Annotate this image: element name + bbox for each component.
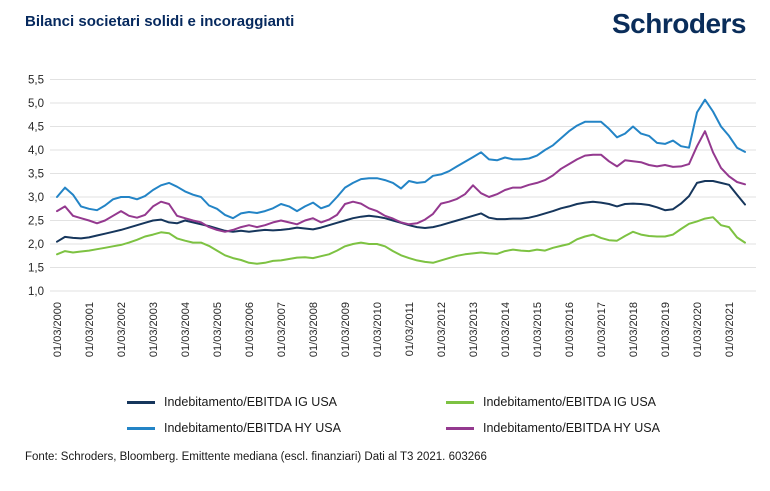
- chart-legend: Indebitamento/EBITDA IG USA Indebitament…: [127, 390, 660, 440]
- series-line-2: [56, 98, 746, 220]
- x-tick-label: 01/03/2012: [436, 302, 448, 357]
- y-tick-label: 1,0: [28, 286, 44, 298]
- x-tick-label: 01/03/2019: [660, 302, 672, 357]
- x-tick-label: 01/03/2008: [308, 302, 320, 357]
- line-swatch-blue: [127, 426, 155, 430]
- legend-item: Indebitamento/EBITDA HY USA: [127, 416, 446, 440]
- line-swatch-green: [446, 400, 474, 404]
- y-tick-label: 2,5: [28, 216, 44, 228]
- x-tick-label: 01/03/2017: [596, 302, 608, 357]
- x-tick-label: 01/03/2005: [212, 302, 224, 357]
- series-line-3: [56, 216, 746, 265]
- x-tick-label: 01/03/2004: [180, 302, 192, 357]
- x-tick-label: 01/03/2001: [84, 302, 96, 357]
- schroders-logo: Schroders: [612, 8, 747, 39]
- x-tick-label: 01/03/2015: [532, 302, 544, 357]
- y-tick-label: 4,5: [28, 122, 44, 134]
- line-swatch-purple: [446, 426, 474, 430]
- x-tick-label: 01/03/2020: [692, 302, 704, 357]
- x-tick-label: 01/03/2018: [628, 302, 640, 357]
- x-tick-label: 01/03/2002: [116, 302, 128, 357]
- x-tick-label: 01/03/2006: [244, 302, 256, 357]
- y-tick-label: 3,0: [28, 192, 44, 204]
- legend-label: Indebitamento/EBITDA IG USA: [483, 395, 656, 409]
- x-tick-label: 01/03/2003: [148, 302, 160, 357]
- series-line-4: [56, 130, 746, 233]
- legend-item: Indebitamento/EBITDA HY USA: [446, 416, 660, 440]
- y-tick-label: 4,0: [28, 145, 44, 157]
- x-tick-label: 01/03/2010: [372, 302, 384, 357]
- legend-label: Indebitamento/EBITDA HY USA: [483, 421, 660, 435]
- line-swatch-navy: [127, 400, 155, 404]
- legend-item: Indebitamento/EBITDA IG USA: [446, 390, 660, 414]
- y-tick-label: 3,5: [28, 169, 44, 181]
- x-tick-label: 01/03/2000: [52, 302, 64, 357]
- x-tick-label: 01/03/2009: [340, 302, 352, 357]
- x-tick-label: 01/03/2016: [564, 302, 576, 357]
- chart-svg: 1,0 1,5 2,0 2,5 3,0 3,5 4,0 4,5 5,0 5,5 01/03/2000…: [28, 75, 756, 357]
- y-tick-label: 2,0: [28, 239, 44, 251]
- x-tick-label: 01/03/2014: [500, 302, 512, 357]
- legend-label: Indebitamento/EBITDA HY USA: [164, 421, 341, 435]
- x-tick-label: 01/03/2013: [468, 302, 480, 357]
- x-tick-label: 01/03/2011: [404, 302, 416, 356]
- y-tick-label: 5,0: [28, 98, 44, 110]
- legend-label: Indebitamento/EBITDA IG USA: [164, 395, 337, 409]
- x-tick-label: 01/03/2007: [276, 302, 288, 357]
- page-title: Bilanci societari solidi e incoraggianti: [25, 13, 295, 30]
- source-note: Fonte: Schroders, Bloomberg. Emittente m…: [25, 451, 487, 463]
- y-tick-label: 1,5: [28, 263, 44, 275]
- x-tick-label: 01/03/2021: [724, 302, 736, 357]
- legend-item: Indebitamento/EBITDA IG USA: [127, 390, 446, 414]
- y-tick-label: 5,5: [28, 75, 44, 87]
